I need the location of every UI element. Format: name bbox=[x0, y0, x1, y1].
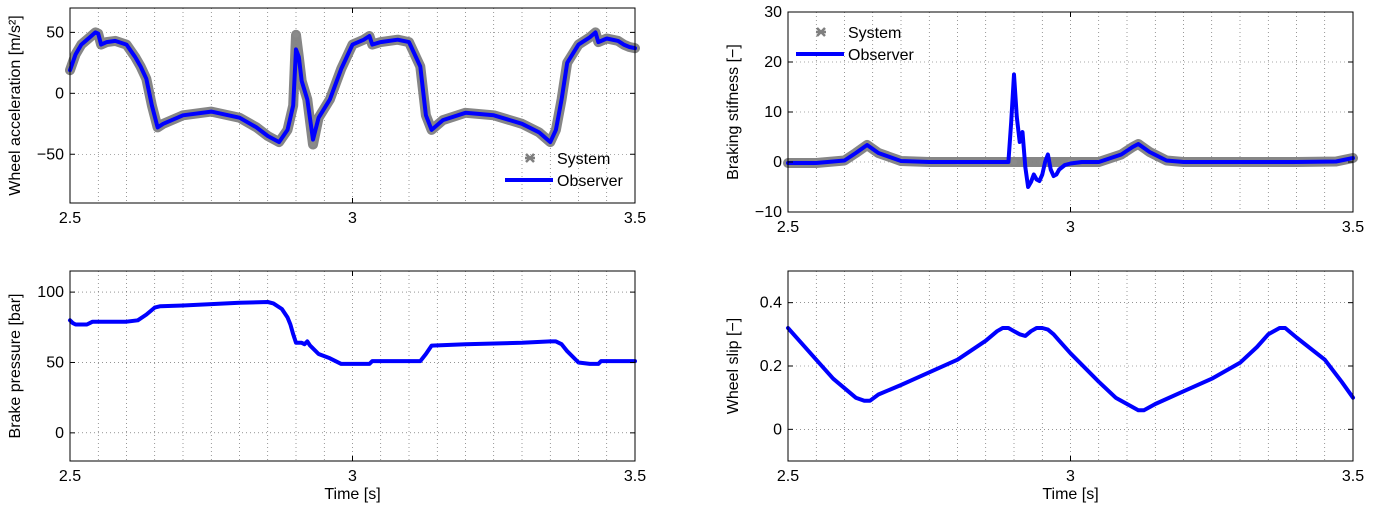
y-axis-label: Wheel slip [−] bbox=[725, 318, 742, 414]
y-tick-label: 0.4 bbox=[760, 295, 782, 312]
x-tick-label: 3.5 bbox=[624, 468, 646, 485]
data-point-system bbox=[293, 31, 299, 38]
y-tick-label: 10 bbox=[764, 104, 782, 121]
y-tick-label: 50 bbox=[46, 24, 64, 41]
legend-marker-system bbox=[816, 27, 826, 37]
y-tick-label: 0.2 bbox=[760, 358, 782, 375]
y-tick-label: 50 bbox=[46, 354, 64, 371]
chart-panel-2: 2.5 3 3.5 −10 0 10 20 30 Braking stifness [−] Sys… bbox=[725, 4, 1364, 236]
x-tick-label: 3 bbox=[1066, 468, 1075, 485]
y-tick-label: 0 bbox=[773, 154, 782, 171]
series-line-main bbox=[786, 326, 1355, 413]
series-line-main bbox=[68, 300, 637, 366]
plot-area bbox=[788, 271, 1353, 461]
legend-label: Observer bbox=[848, 47, 914, 64]
y-tick-label: 100 bbox=[37, 284, 64, 301]
series-line-observer bbox=[68, 30, 637, 145]
y-axis-label: Wheel acceleration [m/s²] bbox=[7, 15, 24, 196]
y-axis-label: Braking stifness [−] bbox=[725, 44, 742, 180]
chart-panel-1: 2.5 3 3.5 −50 0 50 Wheel acceleration [m/s²] Sy… bbox=[7, 7, 646, 227]
y-tick-label: −50 bbox=[37, 146, 64, 163]
x-tick-label: 3 bbox=[1066, 219, 1075, 236]
y-tick-label: 0 bbox=[55, 85, 64, 102]
x-tick-label: 3.5 bbox=[1342, 468, 1364, 485]
legend-label: Observer bbox=[557, 173, 623, 190]
x-tick-label: 2.5 bbox=[777, 219, 799, 236]
x-tick-label: 2.5 bbox=[59, 468, 81, 485]
chart-panel-3: 2.5 3 3.5 0 50 100 Brake pressure [bar] Time [s… bbox=[7, 270, 646, 503]
x-tick-label: 3 bbox=[348, 468, 357, 485]
legend: System Observer bbox=[505, 151, 623, 190]
y-tick-label: −10 bbox=[755, 204, 782, 221]
legend-label: System bbox=[848, 25, 901, 42]
x-tick-label: 3.5 bbox=[624, 210, 646, 227]
x-axis-label: Time [s] bbox=[1042, 486, 1098, 503]
series-line-observer bbox=[786, 72, 1355, 189]
y-tick-label: 30 bbox=[764, 4, 782, 21]
x-axis-label: Time [s] bbox=[324, 486, 380, 503]
legend-marker-system bbox=[525, 153, 535, 163]
x-tick-label: 3 bbox=[348, 210, 357, 227]
y-tick-label: 0 bbox=[773, 421, 782, 438]
grid bbox=[788, 11, 1353, 213]
y-tick-label: 20 bbox=[764, 54, 782, 71]
legend: System Observer bbox=[796, 25, 914, 64]
data-point-system bbox=[1011, 159, 1017, 165]
legend-label: System bbox=[557, 151, 610, 168]
x-tick-label: 2.5 bbox=[59, 210, 81, 227]
data-point-system bbox=[309, 141, 316, 148]
chart-panel-4: 2.5 3 3.5 0 0.2 0.4 Wheel slip [−] Time [s] bbox=[725, 270, 1364, 503]
x-tick-label: 3.5 bbox=[1342, 219, 1364, 236]
y-axis-label: Brake pressure [bar] bbox=[7, 294, 24, 439]
y-tick-label: 0 bbox=[55, 425, 64, 442]
x-tick-label: 2.5 bbox=[777, 468, 799, 485]
plot-area bbox=[70, 271, 635, 461]
